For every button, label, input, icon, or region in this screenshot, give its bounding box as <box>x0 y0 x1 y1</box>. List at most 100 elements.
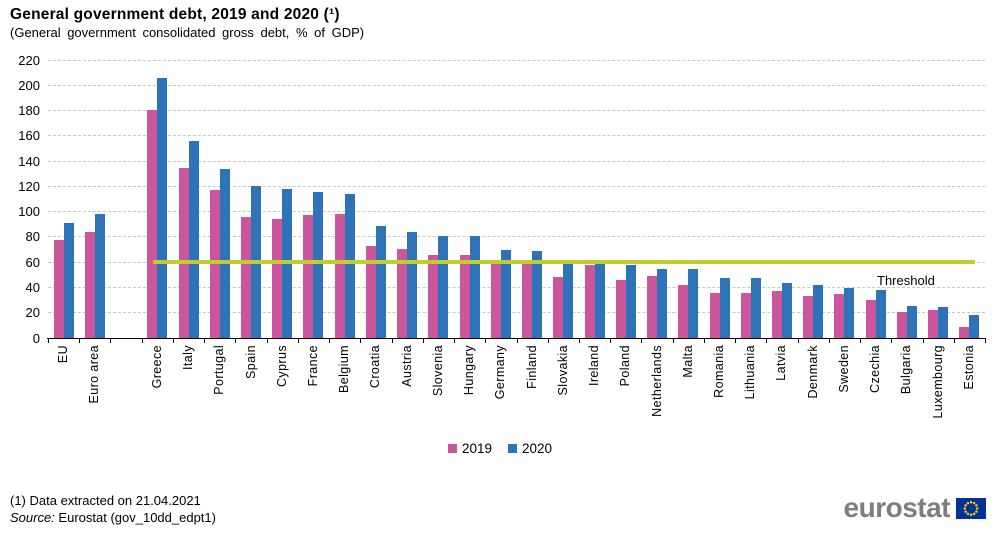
x-axis-tick-26 <box>860 339 862 343</box>
bar-2019-denmark <box>803 295 814 338</box>
bar-2019-slovakia <box>553 277 564 338</box>
x-axis-label-portugal: Portugal <box>212 345 227 395</box>
x-axis-tick-21 <box>703 339 705 343</box>
bar-2019-cyprus <box>272 219 283 338</box>
threshold-label: Threshold <box>877 273 935 289</box>
bar-2019-hungary <box>459 255 470 338</box>
bar-2020-sweden <box>844 287 855 338</box>
x-axis-tick-5 <box>204 339 206 343</box>
eurostat-logo: eurostat <box>844 494 986 522</box>
eu-flag-icon <box>956 497 986 519</box>
x-axis-label-czechia: Czechia <box>868 345 883 393</box>
y-axis-label-20: 20 <box>25 305 40 321</box>
bar-2019-sweden <box>834 293 845 338</box>
bar-2020-austria <box>407 231 418 338</box>
bar-2019-spain <box>241 217 252 338</box>
legend-label-2019: 2019 <box>461 441 492 456</box>
x-axis-label-italy: Italy <box>181 345 196 370</box>
source-value: Eurostat (gov_10dd_edpt1) <box>54 510 216 525</box>
x-axis-tick-23 <box>766 339 768 343</box>
gridline-20 <box>48 312 985 314</box>
bar-2020-bulgaria <box>906 306 917 338</box>
x-axis-tick-18 <box>610 339 612 343</box>
x-axis-tick-4 <box>172 339 174 343</box>
y-axis-label-120: 120 <box>18 178 40 194</box>
bar-2019-france <box>303 214 314 338</box>
source-label: Source: <box>10 510 55 525</box>
bar-2019-croatia <box>365 246 376 338</box>
y-axis-label-100: 100 <box>18 204 40 220</box>
gridline-180 <box>48 110 985 112</box>
legend-swatch-2020 <box>508 444 517 453</box>
x-axis-tick-16 <box>547 339 549 343</box>
x-axis-line <box>47 338 986 339</box>
eurostat-logo-text: eurostat <box>843 492 951 523</box>
bar-2020-luxembourg <box>938 306 949 338</box>
gridline-200 <box>48 84 985 86</box>
bar-2020-ireland <box>594 262 605 338</box>
x-axis-label-finland: Finland <box>524 345 539 389</box>
bar-2019-poland <box>615 280 626 338</box>
x-axis-tick-25 <box>828 339 830 343</box>
x-axis-tick-27 <box>891 339 893 343</box>
x-axis-label-slovenia: Slovenia <box>430 345 445 397</box>
bar-2019-malta <box>678 284 689 338</box>
bar-2020-malta <box>688 269 699 338</box>
x-axis-label-denmark: Denmark <box>805 345 820 399</box>
bar-2020-italy <box>188 141 199 338</box>
bar-2019-romania <box>709 293 720 338</box>
x-axis-tick-3 <box>141 339 143 343</box>
x-axis-label-euro-area: Euro area <box>87 345 102 404</box>
page-title: General government debt, 2019 and 2020 (… <box>10 6 340 23</box>
x-axis-label-germany: Germany <box>493 345 508 400</box>
gridline-40 <box>48 286 985 288</box>
y-axis-label-180: 180 <box>18 103 40 119</box>
x-axis-label-belgium: Belgium <box>337 345 352 393</box>
bar-2020-netherlands <box>657 269 668 338</box>
x-axis-label-netherlands: Netherlands <box>649 345 664 417</box>
x-axis-label-ireland: Ireland <box>587 345 602 387</box>
bar-2020-belgium <box>344 193 355 338</box>
bar-2019-latvia <box>771 291 782 338</box>
x-axis-label-spain: Spain <box>243 345 258 379</box>
x-axis-label-luxembourg: Luxembourg <box>930 345 945 419</box>
x-axis-tick-15 <box>516 339 518 343</box>
x-axis-label-croatia: Croatia <box>368 345 383 389</box>
bar-2019-lithuania <box>740 292 751 338</box>
x-axis-tick-11 <box>391 339 393 343</box>
footnote-source: Source: Eurostat (gov_10dd_edpt1) <box>10 509 216 526</box>
bar-2019-portugal <box>209 190 220 338</box>
x-axis-tick-6 <box>235 339 237 343</box>
bar-2019-slovenia <box>428 255 439 338</box>
gridline-100 <box>48 211 985 213</box>
y-axis-label-200: 200 <box>18 77 40 93</box>
bar-2019-euro-area <box>84 231 95 338</box>
x-axis-tick-20 <box>672 339 674 343</box>
gridline-140 <box>48 160 985 162</box>
x-axis-label-austria: Austria <box>399 345 414 387</box>
bar-2020-estonia <box>969 315 980 338</box>
x-axis-label-eu: EU <box>56 345 71 364</box>
y-axis-label-60: 60 <box>25 254 40 270</box>
x-axis-tick-10 <box>360 339 362 343</box>
legend: 2019 2020 <box>0 441 1000 456</box>
x-axis-tick-30 <box>985 339 986 343</box>
x-axis-tick-9 <box>329 339 331 343</box>
x-axis-label-bulgaria: Bulgaria <box>899 345 914 395</box>
x-axis-label-poland: Poland <box>618 345 633 387</box>
threshold-line <box>153 260 976 265</box>
bar-2020-slovakia <box>563 261 574 338</box>
bar-2020-france <box>313 191 324 338</box>
page-subtitle: (General government consolidated gross d… <box>10 25 365 40</box>
x-axis-label-slovakia: Slovakia <box>555 345 570 396</box>
x-axis-tick-17 <box>578 339 580 343</box>
bar-2019-luxembourg <box>928 310 939 338</box>
bar-2019-estonia <box>959 327 970 338</box>
gridline-120 <box>48 185 985 187</box>
legend-item-2019: 2019 <box>447 441 492 456</box>
bar-2019-finland <box>522 262 533 338</box>
footnote-extraction-date: (1) Data extracted on 21.04.2021 <box>10 493 201 508</box>
x-axis-label-estonia: Estonia <box>961 345 976 390</box>
